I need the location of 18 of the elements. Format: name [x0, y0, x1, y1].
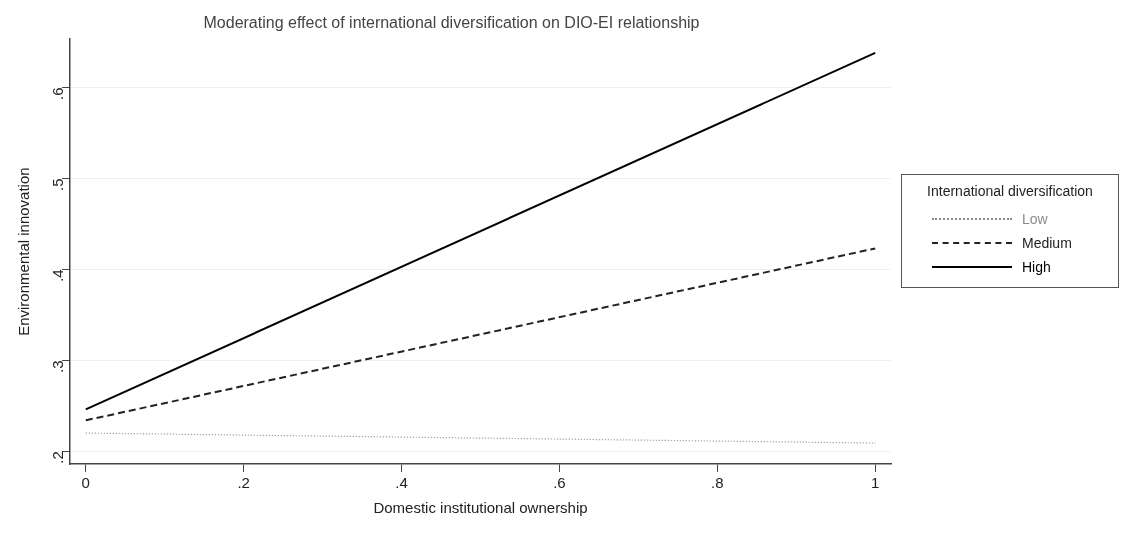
x-tick-label: .8	[711, 474, 724, 492]
y-axis-title: Environmental innovation	[15, 167, 33, 336]
y-tick-label: .2	[49, 451, 67, 464]
y-tick-label: .5	[49, 178, 67, 191]
x-tick-label: .6	[553, 474, 566, 492]
legend-title: International diversification	[926, 183, 1094, 199]
y-tick-label: .3	[49, 360, 67, 373]
y-tick-label: .4	[49, 269, 67, 282]
text: Low	[1022, 211, 1048, 227]
chart-title: Moderating effect of international diversification on DIO-EI relationship	[203, 14, 700, 32]
x-tick-label: 1	[871, 474, 880, 492]
text: Medium	[1022, 235, 1072, 251]
text: High	[1022, 259, 1051, 275]
x-tick-label: .2	[237, 474, 250, 492]
x-tick-label: 0	[81, 474, 90, 492]
x-axis-title: Domestic institutional ownership	[373, 499, 588, 517]
y-tick-label: .6	[49, 87, 67, 100]
x-tick-label: .4	[395, 474, 408, 492]
